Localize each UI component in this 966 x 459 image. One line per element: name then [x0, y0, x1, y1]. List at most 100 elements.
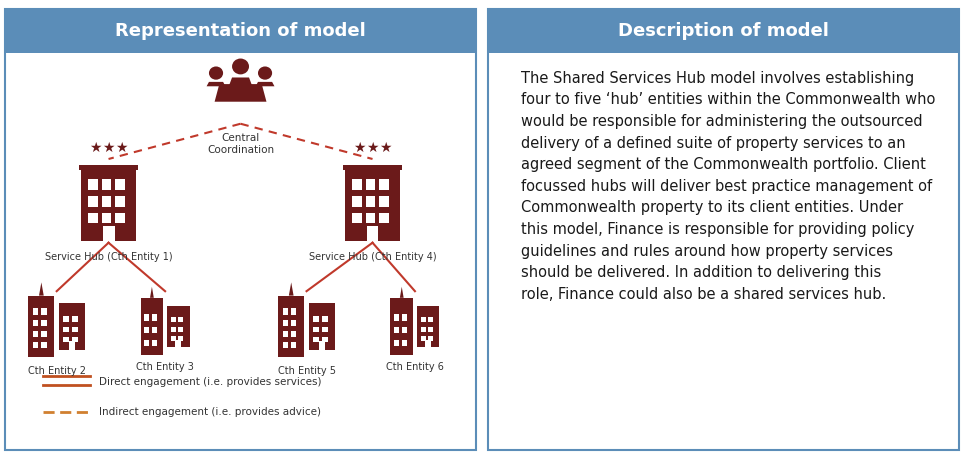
Bar	[283, 308, 288, 315]
Bar	[365, 213, 376, 224]
Circle shape	[209, 67, 223, 80]
Bar	[313, 326, 319, 332]
Polygon shape	[256, 82, 274, 86]
Bar	[379, 213, 389, 224]
Bar	[79, 165, 138, 170]
Bar	[428, 326, 433, 331]
Bar	[428, 336, 433, 341]
Bar	[115, 196, 125, 207]
Bar	[379, 196, 389, 207]
Bar	[291, 308, 297, 315]
Bar	[176, 340, 182, 347]
Text: Indirect engagement (i.e. provides advice): Indirect engagement (i.e. provides advic…	[99, 408, 321, 417]
Polygon shape	[207, 82, 225, 86]
Bar	[394, 314, 399, 321]
Bar	[64, 326, 69, 332]
Bar	[33, 308, 38, 315]
Bar	[88, 179, 98, 190]
Bar	[144, 340, 150, 346]
Circle shape	[232, 59, 249, 74]
Bar	[144, 314, 150, 321]
Bar	[379, 179, 389, 190]
Bar	[141, 298, 163, 355]
Bar	[179, 317, 184, 322]
Bar	[42, 308, 46, 315]
Text: ★: ★	[102, 140, 115, 155]
Bar	[283, 320, 288, 326]
Polygon shape	[229, 78, 252, 86]
Bar	[417, 306, 440, 347]
Bar	[88, 196, 98, 207]
Bar	[365, 179, 376, 190]
Bar	[33, 331, 38, 337]
Text: ★: ★	[90, 140, 102, 155]
Bar	[179, 336, 184, 341]
Bar	[283, 342, 288, 348]
Bar	[179, 326, 184, 331]
Bar	[394, 327, 399, 333]
Bar	[283, 331, 288, 337]
Bar	[420, 326, 426, 331]
Bar	[322, 326, 327, 332]
Bar	[313, 316, 319, 322]
Text: Service Hub (Cth Entity 4): Service Hub (Cth Entity 4)	[309, 252, 437, 262]
Bar	[171, 317, 176, 322]
Bar	[291, 342, 297, 348]
Bar	[402, 314, 407, 321]
Bar	[428, 317, 433, 322]
Circle shape	[258, 67, 272, 80]
Bar	[115, 179, 125, 190]
Bar	[291, 320, 297, 326]
Bar	[42, 331, 46, 337]
Bar	[101, 213, 111, 224]
Bar	[72, 326, 77, 332]
Bar	[425, 340, 431, 347]
Polygon shape	[150, 287, 154, 298]
Bar	[309, 303, 335, 350]
Polygon shape	[39, 282, 43, 296]
Bar	[5, 9, 476, 53]
Text: Cth Entity 6: Cth Entity 6	[386, 362, 444, 372]
Bar	[64, 337, 69, 342]
Bar	[152, 327, 156, 333]
Bar	[152, 340, 156, 346]
Text: ★: ★	[379, 140, 391, 155]
Text: Cth Entity 2: Cth Entity 2	[28, 366, 86, 376]
Polygon shape	[400, 287, 404, 298]
Bar	[420, 317, 426, 322]
Bar	[343, 165, 402, 170]
Text: ★: ★	[115, 140, 128, 155]
Bar	[402, 340, 407, 346]
Bar	[167, 306, 189, 347]
Bar	[28, 296, 54, 357]
Bar	[81, 166, 135, 241]
Bar	[171, 336, 176, 341]
Text: Description of model: Description of model	[618, 22, 829, 40]
Bar	[72, 316, 77, 322]
Bar	[352, 179, 362, 190]
Bar	[322, 337, 327, 342]
Bar	[72, 337, 77, 342]
Bar	[144, 327, 150, 333]
Text: Cth Entity 3: Cth Entity 3	[136, 362, 194, 372]
Text: Service Hub (Cth Entity 1): Service Hub (Cth Entity 1)	[44, 252, 172, 262]
Bar	[101, 196, 111, 207]
Text: Cth Entity 5: Cth Entity 5	[277, 366, 335, 376]
Bar	[402, 327, 407, 333]
Text: ★: ★	[366, 140, 379, 155]
Polygon shape	[214, 84, 267, 102]
Bar	[33, 342, 38, 348]
Bar	[420, 336, 426, 341]
Text: The Shared Services Hub model involves establishing
four to five ‘hub’ entities : The Shared Services Hub model involves e…	[521, 71, 935, 302]
Bar	[102, 226, 115, 241]
Text: Representation of model: Representation of model	[115, 22, 366, 40]
Bar	[352, 213, 362, 224]
Bar	[319, 341, 326, 350]
Text: ★: ★	[354, 140, 366, 155]
Text: Direct engagement (i.e. provides services): Direct engagement (i.e. provides service…	[99, 376, 322, 386]
Bar	[88, 213, 98, 224]
Bar	[346, 166, 400, 241]
Bar	[101, 179, 111, 190]
Bar	[42, 320, 46, 326]
Bar	[42, 342, 46, 348]
